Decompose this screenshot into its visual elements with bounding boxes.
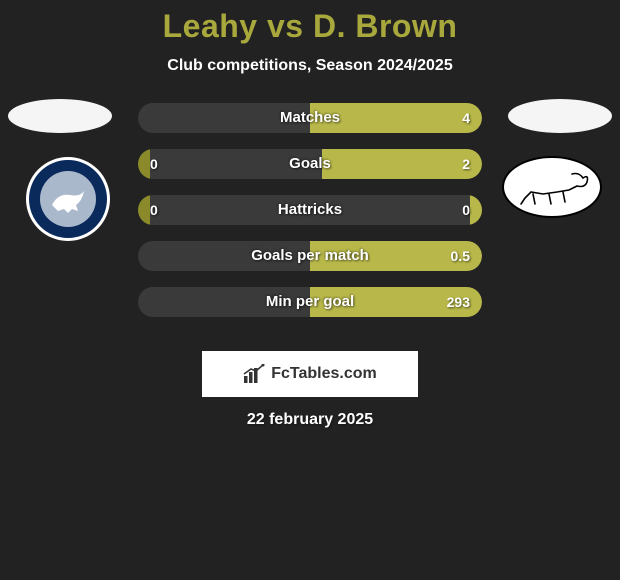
stat-row: Goals0 2 xyxy=(138,149,482,179)
chart-icon xyxy=(243,364,265,384)
millwall-lion-icon xyxy=(40,171,96,227)
stat-row: Goals per match0.5 xyxy=(138,241,482,271)
team1-logo xyxy=(18,157,118,241)
stat-label: Goals xyxy=(138,149,482,179)
player2-photo xyxy=(508,99,612,133)
stat-label: Matches xyxy=(138,103,482,133)
title-player2: D. Brown xyxy=(313,8,457,44)
stat-value-right: 293 xyxy=(447,287,470,317)
stat-value-right: 0 xyxy=(462,195,470,225)
title-vs: vs xyxy=(267,8,313,44)
ram-icon xyxy=(507,162,597,212)
stat-value-right: 2 xyxy=(462,149,470,179)
stat-value-left: 0 xyxy=(150,195,158,225)
date: 22 february 2025 xyxy=(0,411,620,429)
stat-label: Min per goal xyxy=(138,287,482,317)
stat-row: Matches4 xyxy=(138,103,482,133)
comparison-area: Matches4Goals02Hattricks00Goals per matc… xyxy=(0,103,620,343)
stat-label: Hattricks xyxy=(138,195,482,225)
derby-crest xyxy=(502,156,602,218)
millwall-crest xyxy=(26,157,110,241)
stat-value-right: 4 xyxy=(462,103,470,133)
player1-photo xyxy=(8,99,112,133)
page-title: Leahy vs D. Brown xyxy=(0,8,620,45)
stat-value-left: 0 xyxy=(150,149,158,179)
stat-label: Goals per match xyxy=(138,241,482,271)
stat-row: Hattricks0 0 xyxy=(138,195,482,225)
title-player1: Leahy xyxy=(163,8,258,44)
subtitle: Club competitions, Season 2024/2025 xyxy=(0,57,620,75)
stat-row: Min per goal293 xyxy=(138,287,482,317)
team2-logo xyxy=(502,145,602,229)
watermark-text: FcTables.com xyxy=(271,365,377,383)
watermark[interactable]: FcTables.com xyxy=(202,351,418,397)
stat-value-right: 0.5 xyxy=(451,241,470,271)
stat-rows: Matches4Goals02Hattricks00Goals per matc… xyxy=(138,103,482,333)
comparison-card: Leahy vs D. Brown Club competitions, Sea… xyxy=(0,0,620,429)
